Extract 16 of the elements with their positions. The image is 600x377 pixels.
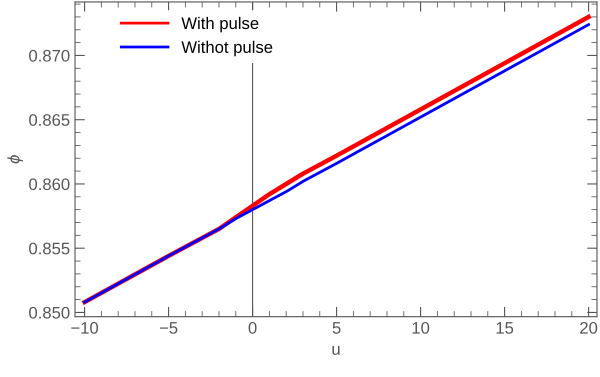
legend-label: With pulse [181, 16, 258, 32]
y-tick-label: 0.870 [29, 50, 70, 62]
legend-label: Withot pulse [181, 40, 272, 56]
x-tick-label: 15 [496, 322, 514, 334]
y-axis-title: ϕ [7, 155, 23, 164]
y-tick-label: 0.855 [29, 242, 70, 254]
x-tick-label: 5 [332, 322, 341, 334]
x-axis-title: u [332, 346, 340, 355]
y-tick-label: 0.850 [29, 306, 70, 319]
y-tick-label: 0.865 [29, 114, 70, 126]
x-tick-label: −10 [71, 322, 98, 334]
x-tick-label: 0 [248, 322, 257, 334]
y-tick-label: 0.860 [29, 178, 70, 190]
x-tick-label: 10 [412, 322, 430, 334]
x-tick-label: 20 [580, 322, 598, 334]
x-tick-label: −5 [160, 322, 178, 334]
